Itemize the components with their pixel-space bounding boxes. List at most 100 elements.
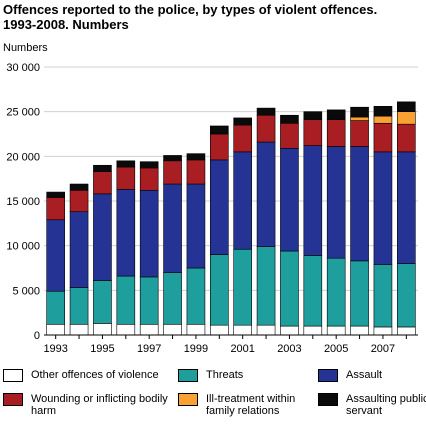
- bar-segment: [210, 133, 229, 161]
- bar-segment: [326, 325, 346, 336]
- bar-segment: [397, 151, 416, 264]
- bar-segment: [186, 267, 206, 325]
- bar-segment: [233, 151, 252, 250]
- bar-segment: [210, 324, 229, 336]
- bar-segment: [350, 106, 369, 118]
- chart-title-line-1: Offences reported to the police, by type…: [3, 2, 378, 17]
- bar-segment: [139, 323, 159, 336]
- x-tick-label: 1999: [184, 343, 208, 355]
- bar-segment: [303, 325, 323, 336]
- y-tick-label: 30 000: [6, 62, 40, 74]
- bar-segment: [186, 323, 206, 336]
- bar-segment: [280, 147, 299, 252]
- y-tick-label: 20 000: [6, 151, 40, 163]
- bar-segment: [139, 276, 159, 325]
- bar-segment: [46, 191, 65, 198]
- y-tick-label: 0: [34, 330, 40, 342]
- bar-segment: [163, 272, 182, 325]
- bar-segment: [350, 116, 369, 121]
- bar-segment: [93, 193, 112, 281]
- bar-segment: [93, 164, 112, 172]
- bar-segment: [397, 123, 416, 153]
- bar-segment: [303, 119, 323, 146]
- bar-segment: [303, 255, 323, 327]
- bar-segment: [256, 141, 276, 247]
- bar-segment: [397, 111, 416, 125]
- bar-segment: [280, 122, 299, 149]
- bar-segment: [186, 153, 206, 161]
- bar-segment: [116, 160, 136, 168]
- x-tick-label: 2007: [371, 343, 395, 355]
- bar-segment: [163, 155, 182, 162]
- bar-segment: [233, 117, 252, 126]
- x-tick-label: 1995: [90, 343, 114, 355]
- bar-segment: [373, 151, 393, 265]
- bar-segment: [186, 159, 206, 185]
- bar-segment: [116, 166, 136, 190]
- bar-segment: [280, 325, 299, 336]
- chart-title: Offences reported to the police, by type…: [3, 2, 423, 32]
- bar-segment: [69, 287, 89, 325]
- bar-segment: [280, 250, 299, 327]
- x-tick-label: 1997: [137, 343, 161, 355]
- bar-segment: [326, 146, 346, 259]
- bar-segment: [46, 323, 65, 336]
- bar-segment: [397, 263, 416, 328]
- bar-segment: [350, 146, 369, 262]
- bar-segment: [303, 145, 323, 256]
- bar-segment: [186, 183, 206, 269]
- bar-segment: [373, 106, 393, 117]
- y-tick-label: 15 000: [6, 196, 40, 208]
- bar-segment: [116, 323, 136, 336]
- bar-segment: [69, 183, 89, 191]
- chart-title-line-2: 1993-2008. Numbers: [3, 17, 129, 32]
- bar-segment: [326, 257, 346, 327]
- x-tick-label: 1993: [43, 343, 67, 355]
- bar-segment: [397, 101, 416, 112]
- bar-segment: [163, 183, 182, 273]
- bar-segment: [139, 161, 159, 169]
- bar-segment: [210, 159, 229, 255]
- bar-segment: [116, 275, 136, 325]
- bar-segment: [280, 114, 299, 124]
- bar-segment: [233, 124, 252, 153]
- bar-segment: [303, 111, 323, 121]
- y-tick-label: 5 000: [12, 285, 40, 297]
- y-axis-label: Numbers: [3, 42, 48, 54]
- y-tick-label: 25 000: [6, 107, 40, 119]
- bar-segment: [350, 120, 369, 147]
- bar-segment: [210, 254, 229, 326]
- bar-segment: [46, 219, 65, 292]
- bar-segment: [139, 189, 159, 278]
- bar-segment: [163, 160, 182, 185]
- bar-segment: [373, 264, 393, 328]
- bar-segment: [93, 171, 112, 195]
- bar-segment: [256, 246, 276, 326]
- bar-segment: [46, 290, 65, 325]
- bar-segment: [256, 107, 276, 116]
- x-tick-label: 2005: [324, 343, 348, 355]
- bar-segment: [163, 323, 182, 336]
- bar-segment: [373, 326, 393, 336]
- bar-segment: [139, 167, 159, 191]
- bar-segment: [69, 189, 89, 213]
- bar-segment: [116, 189, 136, 277]
- bar-segment: [350, 260, 369, 327]
- bar-segment: [93, 323, 112, 336]
- bar-segment: [326, 119, 346, 147]
- bar-segment: [326, 109, 346, 121]
- x-tick-label: 2003: [277, 343, 301, 355]
- bar-segment: [256, 114, 276, 143]
- bar-segment: [46, 197, 65, 221]
- bar-segment: [69, 211, 89, 288]
- bar-segment: [210, 125, 229, 135]
- bar-segment: [93, 280, 112, 324]
- bar-segment: [373, 122, 393, 153]
- bar-segment: [69, 323, 89, 336]
- x-tick-label: 2001: [230, 343, 254, 355]
- bar-segment: [350, 325, 369, 336]
- bar-segment: [233, 324, 252, 336]
- bar-segment: [233, 248, 252, 326]
- bar-segment: [373, 115, 393, 124]
